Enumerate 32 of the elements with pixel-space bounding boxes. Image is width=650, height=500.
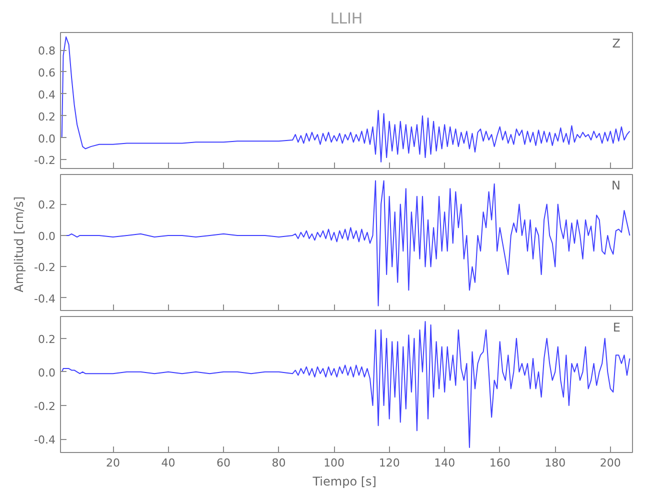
x-tick-label: 80 <box>272 456 286 470</box>
x-tick-label: 100 <box>324 456 345 470</box>
annotation: E <box>612 320 621 334</box>
y-tick-label: -0.2 <box>34 400 56 413</box>
line-series <box>61 321 630 448</box>
y-tick-label: 0.8 <box>38 44 56 58</box>
x-axis-title: Tiempo [s] <box>312 474 376 488</box>
y-axis-title: Amplitud [cm/s] <box>12 196 26 292</box>
y-tick-label: 0.4 <box>38 88 56 102</box>
annotation: Z <box>612 36 621 50</box>
chart-title: LLIH <box>330 10 363 28</box>
y-tick-label: 0.2 <box>38 198 56 212</box>
x-tick-label: 60 <box>216 456 231 470</box>
line-series <box>61 36 630 162</box>
y-tick-label: 0.0 <box>38 230 56 243</box>
y-tick-label: 0.2 <box>38 110 56 124</box>
x-tick-label: 40 <box>161 456 176 470</box>
x-tick-label: 200 <box>600 456 621 470</box>
y-tick-label: -0.4 <box>34 434 56 447</box>
x-tick-label: 140 <box>434 456 456 470</box>
x-tick-label: 160 <box>489 456 510 470</box>
x-tick-label: 120 <box>378 456 400 470</box>
y-tick-label: 0.2 <box>38 332 56 346</box>
y-tick-label: 0.0 <box>38 366 56 380</box>
x-tick-label: 20 <box>106 456 120 470</box>
annotation: N <box>612 178 621 192</box>
y-tick-label: -0.2 <box>34 154 56 168</box>
y-tick-label: 0.0 <box>38 132 56 146</box>
x-tick-label: 180 <box>544 456 566 470</box>
y-tick-label: -0.2 <box>34 261 56 274</box>
y-tick-label: 0.6 <box>38 66 56 80</box>
y-tick-label: -0.4 <box>34 292 56 306</box>
